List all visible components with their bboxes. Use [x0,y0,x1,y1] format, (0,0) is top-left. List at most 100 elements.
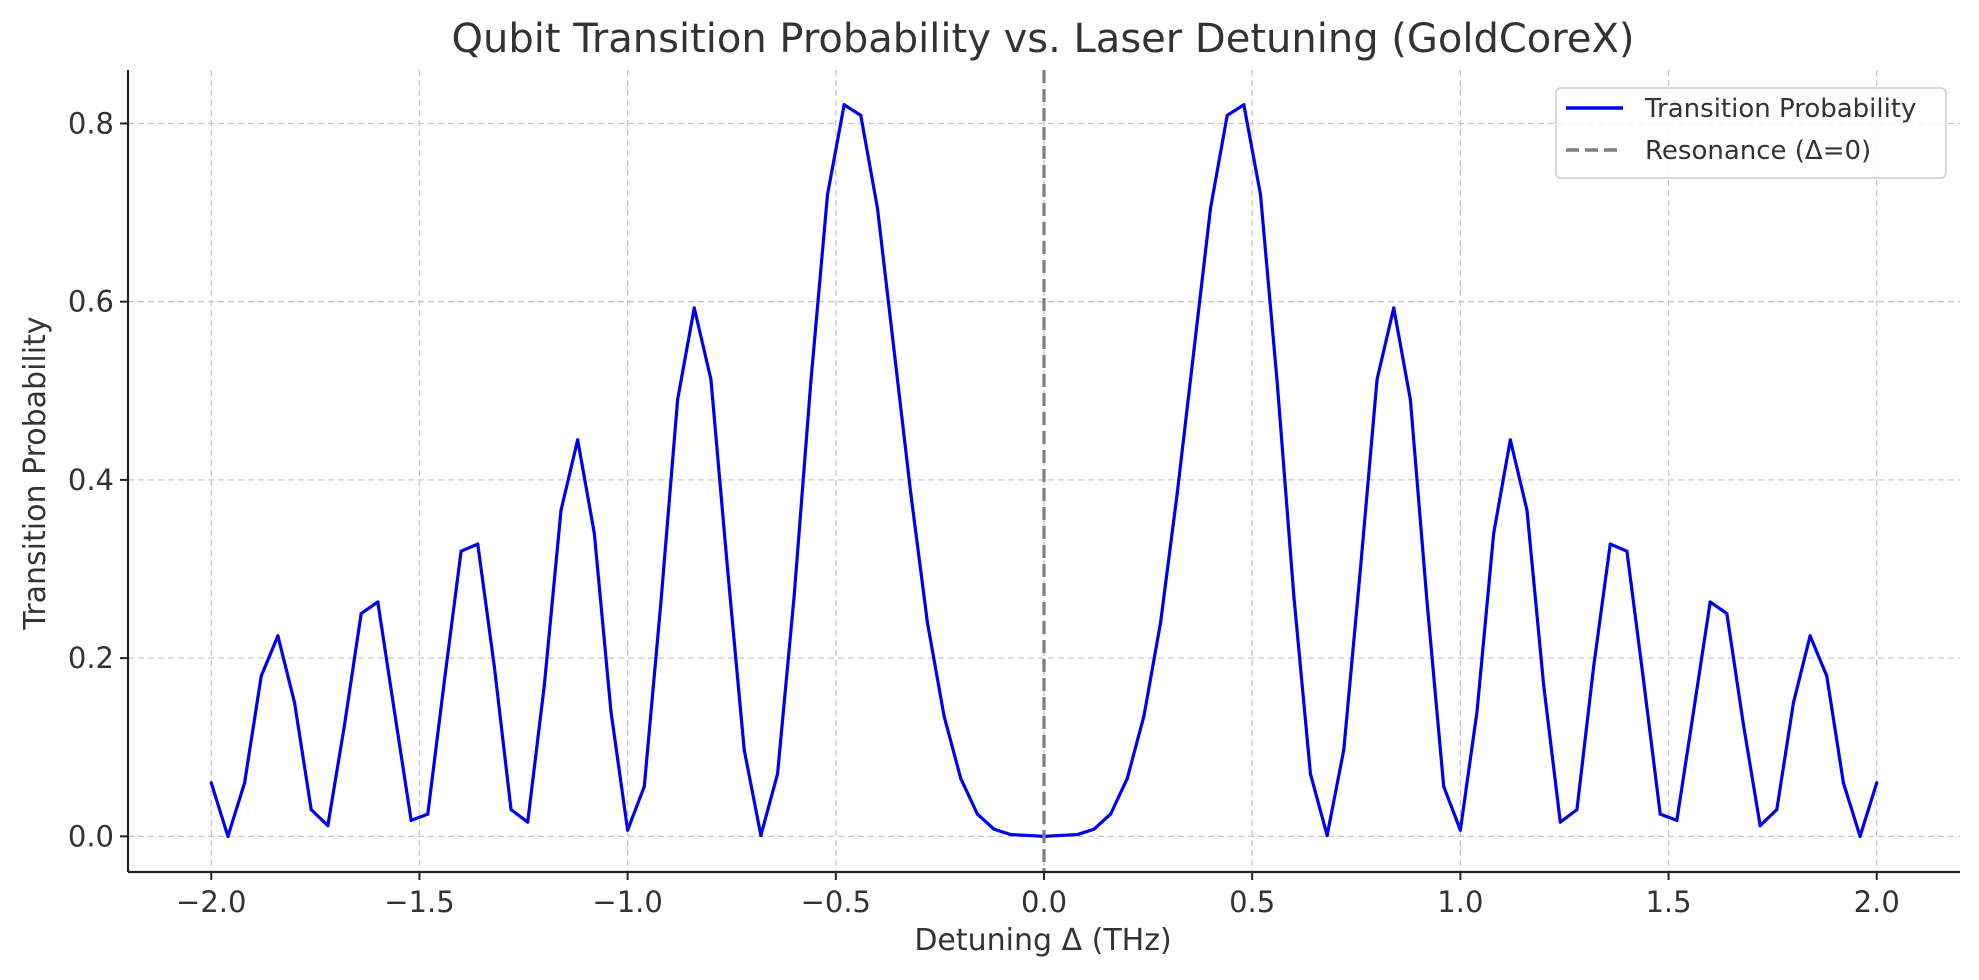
data-point [1225,113,1229,118]
data-point [1525,508,1529,512]
data-point [1009,832,1013,837]
data-point [676,398,680,402]
data-point [1741,723,1746,727]
data-point [759,833,763,838]
data-point [459,549,463,553]
data-point [1458,828,1462,832]
data-point [892,349,896,353]
data-point [775,772,780,776]
data-point [792,594,796,598]
data-point [809,380,813,384]
data-point [226,834,230,838]
data-point [309,808,313,812]
data-point [1075,832,1079,837]
axes: −2.0 −1.5 −1.0 −0.5 0.0 0.5 1.0 1.5 2.0 0.0 0.2 0.4… [68,70,1960,919]
data-point [1392,306,1396,310]
data-point [1875,781,1879,785]
data-point [1142,714,1146,718]
x-axis-label: Detuning Δ (THz) [914,923,1171,958]
data-point [542,683,546,687]
data-point [476,542,480,546]
data-point [1292,594,1296,598]
data-point [742,748,746,752]
x-tick-label: 0.0 [1021,885,1067,919]
x-tick-label: −1.0 [592,885,662,919]
data-point [392,710,397,714]
data-point [1425,600,1429,604]
data-point [1158,620,1163,625]
data-point [875,206,880,210]
data-point [1242,103,1246,107]
data-point [1325,833,1329,838]
data-point [1708,600,1712,604]
data-point [1375,377,1379,381]
y-tick-label: 0.6 [68,285,114,319]
data-point [1208,206,1213,210]
data-point [409,818,413,822]
data-point [1658,812,1662,816]
data-point [1109,812,1113,816]
data-point [959,776,963,781]
x-tick-label: 1.0 [1437,885,1483,919]
data-point [1858,834,1862,838]
legend-label-resonance: Resonance (Δ=0) [1645,136,1871,166]
data-point [1808,634,1812,638]
series-layer [209,70,1879,872]
data-point [292,701,297,705]
legend: Transition Probability Resonance (Δ=0) [1555,87,1947,179]
data-point [1358,567,1363,571]
y-tick-label: 0.2 [68,641,114,675]
data-point [1025,833,1029,838]
legend-label-transition-probability: Transition Probability [1644,94,1916,124]
data-point [242,781,247,785]
data-point [1725,611,1729,616]
chart-title: Qubit Transition Probability vs. Laser D… [452,16,1635,62]
data-point [1275,380,1279,384]
data-point [509,808,513,812]
data-point [725,567,730,571]
data-point [609,710,613,714]
data-point [1691,710,1696,714]
data-point [1408,398,1412,402]
data-point [1558,820,1562,824]
data-point [259,674,263,678]
data-point [1308,772,1313,776]
x-tick-label: −0.5 [801,885,871,919]
data-point [559,508,563,512]
y-tick-label: 0.0 [68,819,114,853]
data-point [592,531,596,535]
data-point [859,113,863,118]
data-point [1791,701,1796,705]
data-point [326,824,330,828]
x-tick-label: 0.5 [1229,885,1275,919]
data-point [276,634,280,638]
data-point [1825,674,1829,678]
data-point [342,723,347,727]
data-point [1841,781,1846,785]
data-point [1592,665,1596,669]
data-point [526,820,530,824]
data-point [1625,549,1629,553]
data-point [909,491,913,495]
data-point [492,665,496,669]
data-point [925,620,930,625]
data-point [359,611,363,616]
data-point [442,678,447,683]
data-point [1675,818,1679,822]
data-point [1575,808,1579,812]
data-point [1775,808,1779,812]
data-point [576,438,580,442]
x-tick-label: 2.0 [1854,885,1900,919]
data-point [692,306,696,310]
data-point [709,377,713,381]
data-point [942,714,946,718]
legend-frame [1555,87,1947,179]
data-point [825,193,830,197]
y-axis-label: Transition Probability [18,316,53,630]
data-point [1475,710,1479,714]
data-point [842,103,846,107]
x-tick-label: −2.0 [176,885,246,919]
y-tick-label: 0.4 [68,463,114,497]
